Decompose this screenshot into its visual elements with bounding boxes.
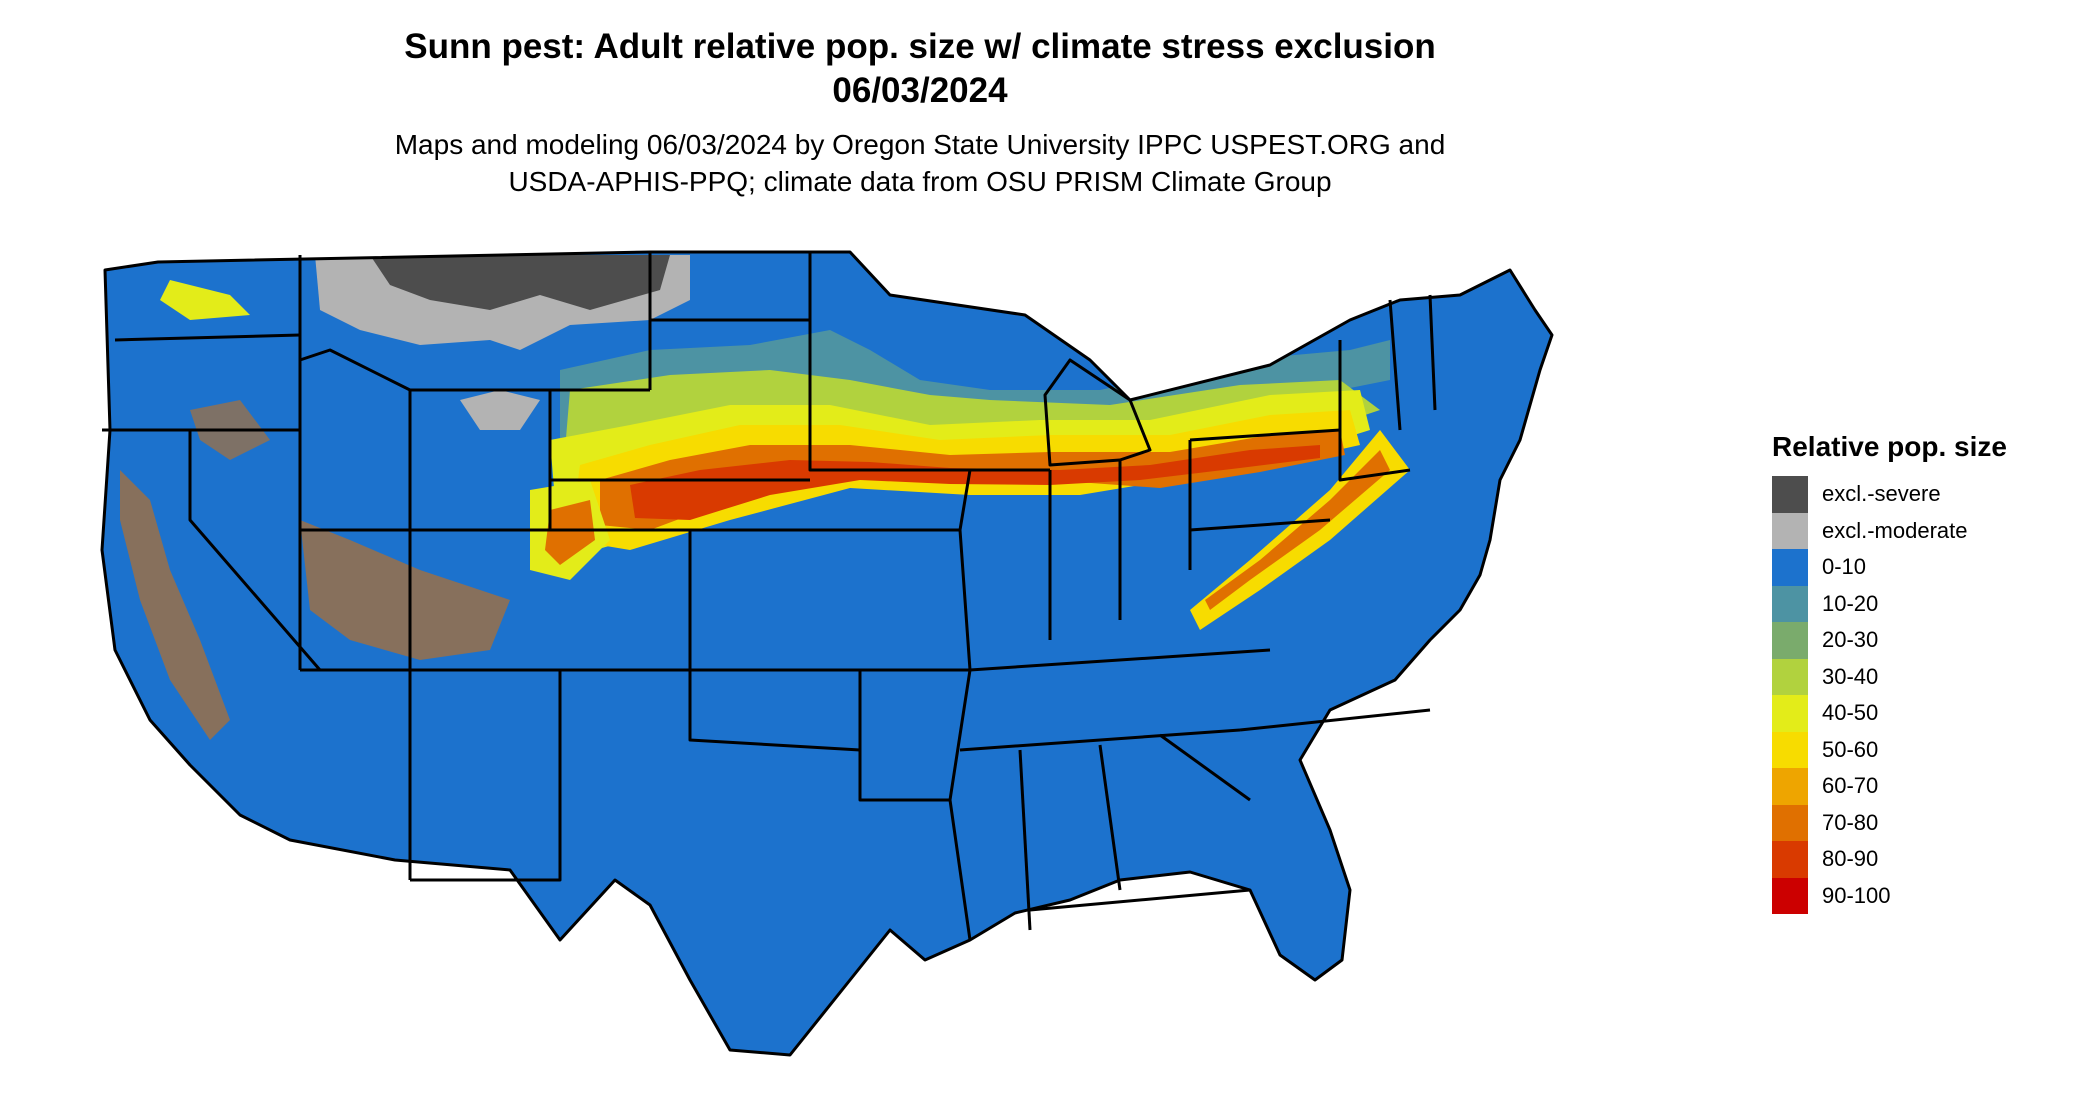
legend-item: 80-90 [1772, 841, 2007, 878]
border-wa-or [114, 333, 301, 342]
border-new-england [1338, 340, 1411, 482]
legend-swatch [1772, 512, 1808, 549]
legend-label: 10-20 [1822, 590, 1879, 616]
border-mi-lower [1043, 358, 1152, 467]
legend-label: 70-80 [1822, 809, 1879, 835]
border-ky-tn [969, 648, 1271, 672]
border-ar-la [858, 670, 950, 802]
border-vt-nh [1388, 299, 1402, 431]
legend-item: 20-30 [1772, 622, 2007, 659]
legend-swatch [1772, 877, 1808, 914]
risk-patch-california [120, 470, 230, 740]
legend-swatch [1772, 549, 1808, 586]
border-wy [408, 390, 552, 532]
risk-patch-washington [160, 280, 250, 320]
border-ca-nv [188, 430, 322, 671]
legend-item: 90-100 [1772, 877, 2007, 914]
legend-item: 0-10 [1772, 549, 2007, 586]
map-subtitle-line1: Maps and modeling 06/03/2024 by Oregon S… [394, 129, 1446, 160]
legend-item: excl.-moderate [1772, 512, 2007, 549]
legend-swatch [1772, 768, 1808, 805]
legend-swatch [1772, 731, 1808, 768]
risk-band-appalachian-core [1205, 450, 1390, 610]
legend-swatch [1772, 658, 1808, 695]
legend-label: excl.-severe [1822, 481, 1941, 507]
legend-label: 80-90 [1822, 846, 1879, 872]
legend-swatch [1772, 841, 1808, 878]
border-mn-ia [808, 252, 970, 472]
legend-label: 50-60 [1822, 736, 1879, 762]
state-borders [100, 250, 1554, 1057]
border-ut-co [300, 528, 412, 670]
legend-label: 0-10 [1822, 554, 1867, 580]
map-date: 06/03/2024 [832, 71, 1008, 110]
border-nm-tx [410, 670, 562, 882]
us-risk-map [100, 250, 1554, 1057]
legend-item: 70-80 [1772, 804, 2007, 841]
border-pa-south [1189, 518, 1331, 532]
legend-label: excl.-moderate [1822, 517, 1968, 543]
risk-patch-colorado-core [545, 500, 595, 565]
legend-item: 40-50 [1772, 695, 2007, 732]
risk-patch-southwest [300, 520, 510, 660]
border-ok-tx [688, 670, 861, 752]
legend-swatch [1772, 695, 1808, 732]
map-subtitle-line2: USDA-APHIS-PPQ; climate data from OSU PR… [508, 166, 1332, 197]
legend-swatch [1772, 622, 1808, 659]
legend-item: excl.-severe [1772, 476, 2007, 513]
legend-items: excl.-severe excl.-moderate 0-10 10-20 20-30… [1772, 476, 2007, 914]
legend-label: 90-100 [1822, 882, 1891, 908]
border-pa-ny [1189, 428, 1341, 442]
border-tn-south [959, 728, 1241, 752]
legend-item: 50-60 [1772, 731, 2007, 768]
us-outline [100, 250, 1554, 1057]
legend-label: 60-70 [1822, 773, 1879, 799]
legend: Relative pop. size excl.-severe excl.-mod… [1772, 430, 2007, 914]
legend-label: 20-30 [1822, 627, 1879, 653]
legend-swatch [1772, 585, 1808, 622]
risk-band-80-90 [630, 445, 1320, 520]
border-va-nc [1239, 708, 1431, 732]
legend-swatch [1772, 804, 1808, 841]
legend-title: Relative pop. size [1772, 431, 2007, 462]
border-nh-me [1428, 294, 1437, 411]
legend-swatch [1772, 476, 1808, 513]
map-title: Sunn pest: Adult relative pop. size w/ c… [404, 27, 1436, 66]
excluded-severe-area [370, 255, 670, 310]
border-ga-sc [1159, 733, 1251, 802]
legend-item: 10-20 [1772, 585, 2007, 622]
legend-label: 40-50 [1822, 700, 1879, 726]
risk-band-70-80 [600, 430, 1345, 530]
excluded-moderate-area-wyoming [460, 390, 540, 430]
legend-label: 30-40 [1822, 663, 1879, 689]
legend-item: 60-70 [1772, 768, 2007, 805]
border-al-ga [1098, 744, 1122, 891]
legend-item: 30-40 [1772, 658, 2007, 695]
border-ms-al [1018, 749, 1032, 931]
border-fl-north [1029, 888, 1251, 912]
